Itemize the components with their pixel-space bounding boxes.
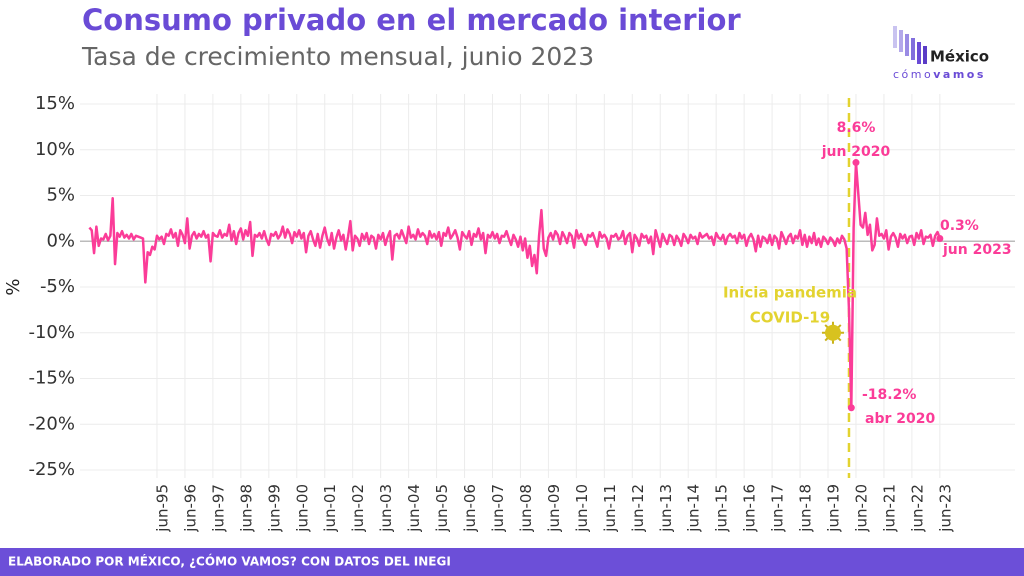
x-tick-label: jun-99 (265, 484, 283, 533)
x-tick-label: jun-17 (769, 484, 787, 533)
y-tick-label: -10% (28, 322, 75, 343)
x-tick-label: jun-23 (936, 484, 954, 533)
x-tick-label: jun-21 (880, 484, 898, 533)
logo-bar (905, 34, 909, 56)
x-tick-label: jun-13 (657, 484, 675, 533)
chart-subtitle: Tasa de crecimiento mensual, junio 2023 (81, 42, 594, 71)
highlight-value: -18.2% (862, 387, 916, 403)
highlight-value: 8.6% (837, 120, 876, 136)
highlight-date: abr 2020 (865, 411, 935, 427)
y-tick-label: -5% (40, 276, 75, 297)
x-tick-label: jun-11 (601, 484, 619, 533)
x-tick-label: jun-95 (153, 484, 171, 533)
y-axis-label: % (3, 278, 24, 295)
highlight-point (936, 235, 944, 243)
logo-bar (917, 42, 921, 64)
x-tick-label: jun-09 (545, 484, 563, 533)
logo-name: México (930, 48, 989, 66)
x-tick-label: jun-08 (517, 484, 535, 533)
x-tick-label: jun-19 (825, 484, 843, 533)
data-line (88, 161, 942, 410)
x-tick-label: jun-05 (433, 484, 451, 533)
highlight-point (852, 159, 860, 167)
virus-icon (824, 324, 841, 341)
x-tick-label: jun-16 (741, 484, 759, 533)
x-tick-label: jun-01 (321, 484, 339, 533)
logo-bar (911, 38, 915, 60)
y-tick-label: 10% (35, 139, 75, 160)
logo-tagline-b: vamos (933, 68, 986, 81)
y-tick-label: 15% (35, 93, 75, 114)
logo-bar (923, 46, 927, 64)
logo-tagline: cómovamos (893, 68, 986, 81)
x-tick-label: jun-15 (713, 484, 731, 533)
x-tick-label: jun-20 (852, 484, 870, 533)
chart-title: Consumo privado en el mercado interior (82, 3, 741, 37)
y-tick-label: 0% (46, 230, 75, 251)
x-tick-label: jun-04 (405, 484, 423, 533)
footer: ELABORADO POR MÉXICO, ¿CÓMO VAMOS? CON D… (8, 554, 451, 569)
highlight-point (847, 404, 855, 412)
event-label: COVID-19 (750, 309, 830, 327)
y-tick-label: -25% (28, 459, 75, 480)
x-tick-label: jun-02 (349, 484, 367, 533)
highlight-date: jun 2020 (821, 144, 891, 160)
highlight-value: 0.3% (940, 218, 979, 234)
highlight-date: jun 2023 (942, 242, 1012, 258)
x-tick-label: jun-12 (629, 484, 647, 533)
logo-bar (893, 26, 897, 48)
x-tick-label: jun-96 (181, 484, 199, 533)
x-tick-label: jun-07 (489, 484, 507, 533)
x-tick-label: jun-98 (237, 484, 255, 533)
y-tick-label: 5% (46, 185, 75, 206)
event-label: Inicia pandemia (723, 284, 857, 302)
footer-bar (0, 548, 1024, 576)
x-tick-label: jun-06 (461, 484, 479, 533)
y-tick-label: -15% (28, 368, 75, 389)
x-tick-label: jun-18 (797, 484, 815, 533)
logo-tagline-a: cómo (893, 68, 933, 81)
x-tick-label: jun-03 (377, 484, 395, 533)
x-tick-label: jun-10 (573, 484, 591, 533)
x-tick-label: jun-22 (908, 484, 926, 533)
logo-bar (899, 30, 903, 52)
y-tick-label: -20% (28, 413, 75, 434)
x-tick-label: jun-14 (685, 484, 703, 533)
x-tick-label: jun-97 (209, 484, 227, 533)
x-tick-label: jun-00 (293, 484, 311, 533)
logo: México cómovamos (893, 26, 989, 81)
